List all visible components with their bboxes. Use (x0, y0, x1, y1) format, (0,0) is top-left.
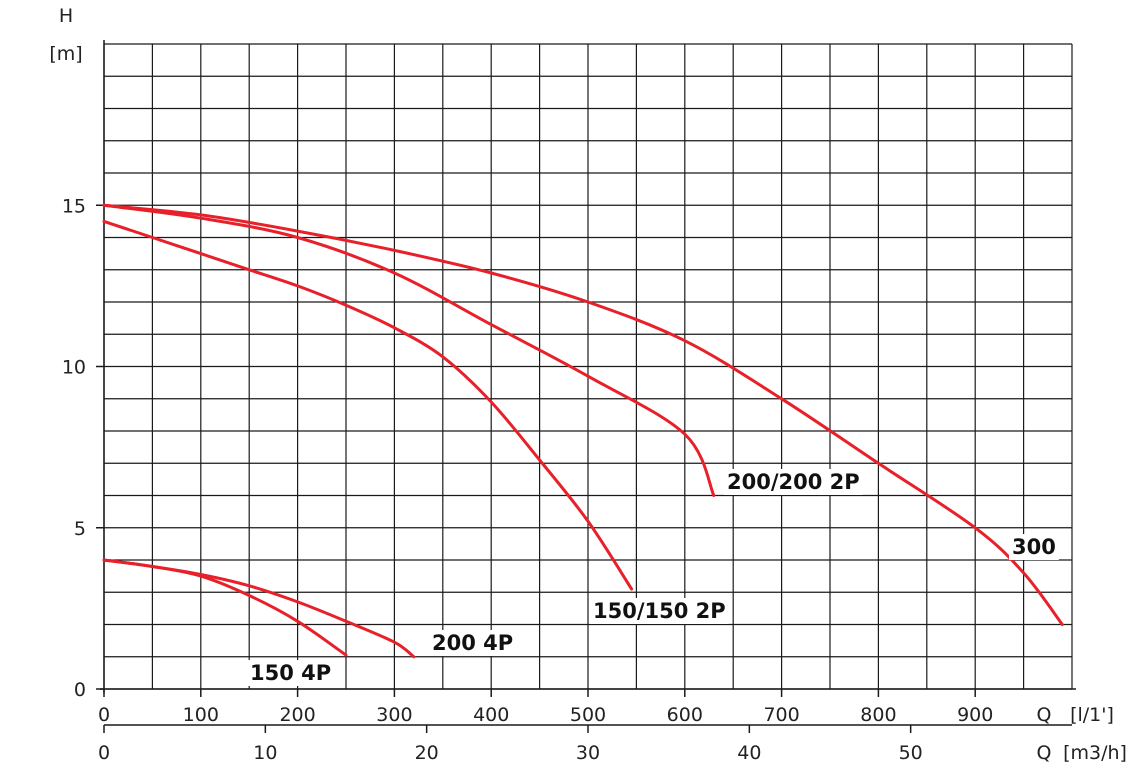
curve-line (102, 219, 634, 591)
x2-tick-label: 50 (899, 742, 923, 764)
curve-label: 200/200 2P (727, 470, 860, 494)
y-tick-label: 15 (62, 195, 86, 217)
x-tick-label: 0 (98, 704, 110, 726)
x-tick-label: 200 (279, 704, 315, 726)
curve-line (102, 203, 716, 497)
x-axis-label: Q (1037, 704, 1052, 726)
y-axis-label: H (59, 5, 73, 27)
curve-label: 150 4P (250, 661, 331, 685)
curve-line (102, 558, 416, 659)
y-tick-label: 10 (62, 357, 86, 379)
x2-tick-label: 40 (737, 742, 761, 764)
x2-tick-label: 30 (576, 742, 600, 764)
x-tick-label: 400 (473, 704, 509, 726)
x2-tick-label: 10 (253, 742, 277, 764)
curve-label-background (590, 598, 729, 624)
x-tick-label: 300 (376, 704, 412, 726)
x2-tick-label: 20 (415, 742, 439, 764)
x-tick-label: 800 (860, 704, 896, 726)
curve-label-background (1009, 534, 1059, 560)
curve-label-background (247, 660, 335, 686)
x-tick-label: 500 (570, 704, 606, 726)
curve-line (102, 203, 1064, 626)
x-tick-label: 100 (183, 704, 219, 726)
x-tick-label: 600 (667, 704, 703, 726)
labels: 150 4P 200 4P 150/150 2P 200/200 2P 300 (247, 469, 1059, 686)
x2-axis-unit: [m3/h] (1063, 742, 1127, 764)
x-tick-label: 900 (957, 704, 993, 726)
y-axis-unit: [m] (49, 43, 82, 65)
curve-label: 300 (1012, 535, 1056, 559)
y-tick-label: 5 (74, 518, 86, 540)
curve-label: 200 4P (432, 631, 513, 655)
curve-label-background (429, 630, 517, 656)
x-axis-unit: [l/1'] (1070, 704, 1114, 726)
curves (102, 203, 1064, 659)
curve-label: 150/150 2P (593, 599, 726, 623)
x2-tick-label: 0 (98, 742, 110, 764)
x2-axis-label: Q (1037, 742, 1052, 764)
x-tick-label: 700 (763, 704, 799, 726)
curve-label-background (724, 469, 863, 495)
y-tick-label: 0 (74, 679, 86, 701)
grid (103, 43, 1073, 690)
